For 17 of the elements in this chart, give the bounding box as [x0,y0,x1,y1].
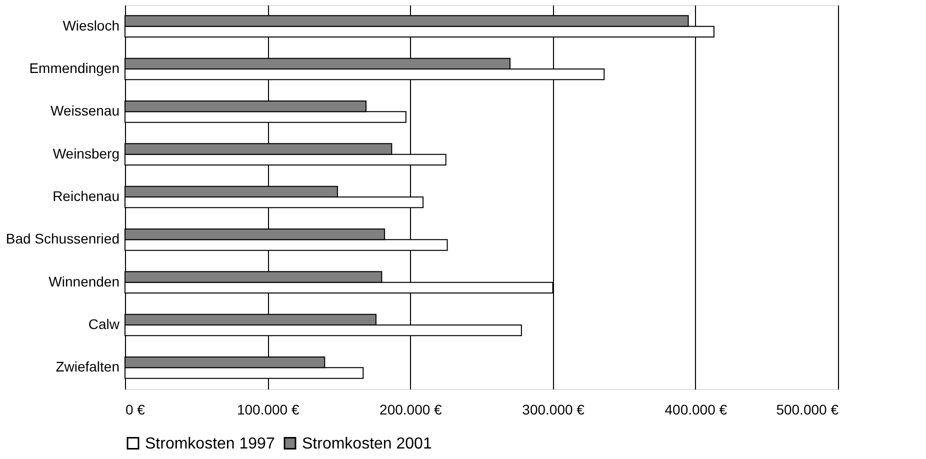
y-tick-label: Emmendingen [29,60,120,76]
x-tick-label: 200.000 € [380,402,442,418]
x-tick-label: 0 € [126,402,146,418]
y-tick-label: Calw [88,316,120,332]
y-tick-label: Weinsberg [52,145,120,162]
legend-label: Stromkosten 1997 [145,435,275,452]
x-tick-label: 100.000 € [236,402,300,418]
y-tick-label: Wiesloch [62,17,120,34]
x-tick-label: 300.000 € [522,402,585,418]
legend-label: Stromkosten 2001 [302,435,432,452]
x-tick-label: 400.000 € [664,402,728,418]
y-tick-label: Weissenau [50,102,120,119]
y-tick-label: Bad Schussenried [6,230,120,247]
y-tick-label: Winnenden [48,273,120,290]
x-tick-label: 500.000 € [776,402,839,418]
y-tick-label: Zwiefalten [56,358,120,375]
y-tick-label: Reichenau [52,188,120,204]
